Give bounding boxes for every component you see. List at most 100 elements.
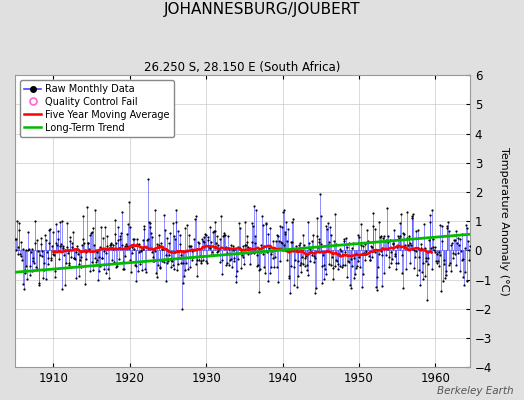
Point bbox=[111, 231, 119, 238]
Point bbox=[92, 259, 100, 266]
Point bbox=[158, 246, 167, 252]
Point bbox=[461, 245, 469, 252]
Point bbox=[451, 251, 460, 257]
Point bbox=[218, 271, 226, 277]
Point bbox=[343, 274, 351, 280]
Point bbox=[352, 264, 360, 271]
Point bbox=[340, 236, 348, 242]
Point bbox=[20, 286, 28, 292]
Point bbox=[64, 250, 72, 256]
Point bbox=[209, 251, 217, 258]
Point bbox=[145, 220, 154, 226]
Point bbox=[101, 270, 110, 276]
Point bbox=[215, 236, 224, 243]
Point bbox=[199, 238, 207, 244]
Point bbox=[407, 242, 416, 248]
Point bbox=[48, 229, 57, 235]
Point bbox=[353, 258, 362, 264]
Point bbox=[29, 255, 38, 261]
Point bbox=[34, 248, 42, 255]
Point bbox=[283, 238, 291, 244]
Point bbox=[108, 246, 117, 252]
Point bbox=[454, 250, 463, 256]
Point bbox=[280, 242, 288, 248]
Point bbox=[233, 268, 241, 274]
Point bbox=[136, 248, 145, 254]
Text: JOHANNESBURG/JOUBERT: JOHANNESBURG/JOUBERT bbox=[163, 2, 361, 17]
Point bbox=[379, 270, 388, 276]
Point bbox=[456, 236, 464, 242]
Point bbox=[123, 231, 131, 238]
Point bbox=[89, 266, 97, 273]
Point bbox=[41, 237, 50, 244]
Point bbox=[325, 239, 333, 245]
Point bbox=[397, 210, 405, 217]
Point bbox=[353, 263, 361, 270]
Point bbox=[233, 256, 242, 262]
Point bbox=[128, 250, 137, 257]
Point bbox=[119, 266, 128, 272]
Point bbox=[300, 255, 309, 262]
Point bbox=[77, 254, 85, 260]
Point bbox=[27, 268, 36, 274]
Point bbox=[107, 240, 115, 246]
Point bbox=[350, 275, 358, 281]
Point bbox=[13, 217, 21, 224]
Point bbox=[288, 239, 297, 245]
Point bbox=[162, 260, 171, 266]
Point bbox=[28, 246, 36, 252]
Point bbox=[316, 213, 325, 220]
Point bbox=[272, 232, 281, 239]
Point bbox=[123, 243, 132, 249]
Point bbox=[261, 269, 269, 276]
Point bbox=[26, 263, 35, 269]
Point bbox=[15, 220, 23, 226]
Point bbox=[326, 232, 335, 238]
Point bbox=[447, 268, 455, 274]
Point bbox=[386, 237, 394, 243]
Point bbox=[165, 252, 173, 258]
Point bbox=[432, 258, 440, 264]
Point bbox=[359, 243, 367, 249]
Point bbox=[414, 245, 422, 251]
Point bbox=[404, 242, 412, 249]
Point bbox=[108, 257, 116, 264]
Point bbox=[349, 240, 357, 246]
Point bbox=[178, 306, 187, 312]
Point bbox=[449, 254, 457, 261]
Point bbox=[171, 207, 180, 213]
Point bbox=[153, 274, 161, 280]
Point bbox=[253, 263, 261, 270]
Point bbox=[394, 233, 402, 239]
Point bbox=[149, 254, 158, 260]
Point bbox=[268, 247, 276, 254]
Point bbox=[86, 230, 95, 236]
Point bbox=[17, 253, 26, 260]
Point bbox=[455, 268, 464, 274]
Point bbox=[56, 219, 64, 225]
Point bbox=[97, 255, 106, 262]
Point bbox=[249, 203, 258, 210]
Point bbox=[333, 258, 341, 265]
Point bbox=[347, 256, 355, 262]
Point bbox=[149, 258, 157, 264]
Point bbox=[59, 242, 67, 249]
Point bbox=[373, 274, 381, 280]
Point bbox=[398, 270, 407, 277]
Point bbox=[58, 286, 67, 292]
Point bbox=[102, 250, 111, 256]
Point bbox=[138, 267, 146, 274]
Point bbox=[115, 256, 123, 262]
Point bbox=[208, 248, 216, 255]
Point bbox=[415, 267, 423, 273]
Point bbox=[344, 240, 353, 246]
Point bbox=[47, 257, 55, 263]
Point bbox=[223, 260, 232, 266]
Point bbox=[248, 220, 256, 226]
Point bbox=[263, 248, 271, 255]
Point bbox=[170, 266, 179, 272]
Legend: Raw Monthly Data, Quality Control Fail, Five Year Moving Average, Long-Term Tren: Raw Monthly Data, Quality Control Fail, … bbox=[20, 80, 173, 136]
Point bbox=[256, 249, 265, 256]
Point bbox=[261, 220, 270, 227]
Point bbox=[232, 272, 240, 279]
